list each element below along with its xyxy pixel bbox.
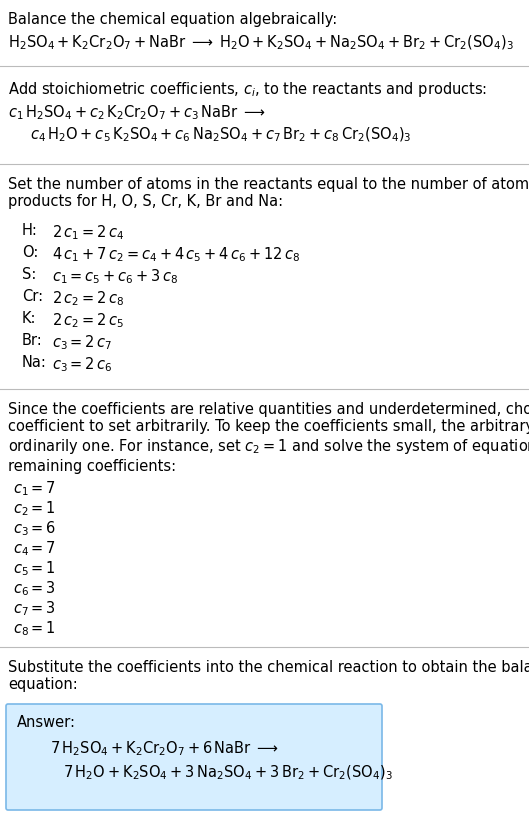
Text: $\mathrm{H_2SO_4 + K_2Cr_2O_7 + NaBr} \;\longrightarrow\; \mathrm{H_2O + K_2SO_4: $\mathrm{H_2SO_4 + K_2Cr_2O_7 + NaBr} \;… — [8, 34, 514, 52]
Text: $c_1\, \mathrm{H_2SO_4} + c_2\, \mathrm{K_2Cr_2O_7} + c_3\, \mathrm{NaBr} \;\lon: $c_1\, \mathrm{H_2SO_4} + c_2\, \mathrm{… — [8, 103, 266, 121]
FancyBboxPatch shape — [6, 704, 382, 810]
Text: Since the coefficients are relative quantities and underdetermined, choose a
coe: Since the coefficients are relative quan… — [8, 402, 529, 474]
Text: $7\, \mathrm{H_2O} + \mathrm{K_2SO_4} + 3\, \mathrm{Na_2SO_4} + 3\, \mathrm{Br_2: $7\, \mathrm{H_2O} + \mathrm{K_2SO_4} + … — [63, 764, 393, 782]
Text: $c_7 = 3$: $c_7 = 3$ — [13, 599, 56, 618]
Text: $2\,c_2 = 2\,c_8$: $2\,c_2 = 2\,c_8$ — [52, 289, 124, 308]
Text: $c_5 = 1$: $c_5 = 1$ — [13, 559, 56, 578]
Text: Br:: Br: — [22, 333, 43, 348]
Text: $c_4 = 7$: $c_4 = 7$ — [13, 539, 56, 557]
Text: $c_1 = c_5 + c_6 + 3\,c_8$: $c_1 = c_5 + c_6 + 3\,c_8$ — [52, 267, 178, 286]
Text: $c_1 = 7$: $c_1 = 7$ — [13, 479, 56, 498]
Text: S:: S: — [22, 267, 37, 282]
Text: $2\,c_2 = 2\,c_5$: $2\,c_2 = 2\,c_5$ — [52, 311, 124, 330]
Text: $c_3 = 2\,c_6$: $c_3 = 2\,c_6$ — [52, 355, 113, 374]
Text: $c_3 = 2\,c_7$: $c_3 = 2\,c_7$ — [52, 333, 112, 352]
Text: Substitute the coefficients into the chemical reaction to obtain the balanced
eq: Substitute the coefficients into the che… — [8, 660, 529, 693]
Text: Set the number of atoms in the reactants equal to the number of atoms in the
pro: Set the number of atoms in the reactants… — [8, 177, 529, 209]
Text: K:: K: — [22, 311, 37, 326]
Text: H:: H: — [22, 223, 38, 238]
Text: Balance the chemical equation algebraically:: Balance the chemical equation algebraica… — [8, 12, 338, 27]
Text: $7\, \mathrm{H_2SO_4} + \mathrm{K_2Cr_2O_7} + 6\, \mathrm{NaBr} \;\longrightarro: $7\, \mathrm{H_2SO_4} + \mathrm{K_2Cr_2O… — [50, 739, 279, 758]
Text: $c_2 = 1$: $c_2 = 1$ — [13, 499, 56, 518]
Text: Cr:: Cr: — [22, 289, 43, 304]
Text: $c_3 = 6$: $c_3 = 6$ — [13, 519, 56, 538]
Text: $2\,c_1 = 2\,c_4$: $2\,c_1 = 2\,c_4$ — [52, 223, 124, 242]
Text: $4\,c_1 + 7\,c_2 = c_4 + 4\,c_5 + 4\,c_6 + 12\,c_8$: $4\,c_1 + 7\,c_2 = c_4 + 4\,c_5 + 4\,c_6… — [52, 245, 300, 264]
Text: Answer:: Answer: — [17, 715, 76, 730]
Text: Add stoichiometric coefficients, $c_i$, to the reactants and products:: Add stoichiometric coefficients, $c_i$, … — [8, 80, 487, 99]
Text: $c_6 = 3$: $c_6 = 3$ — [13, 579, 56, 597]
Text: $c_8 = 1$: $c_8 = 1$ — [13, 619, 56, 637]
Text: O:: O: — [22, 245, 39, 260]
Text: Na:: Na: — [22, 355, 47, 370]
Text: $c_4\, \mathrm{H_2O} + c_5\, \mathrm{K_2SO_4} + c_6\, \mathrm{Na_2SO_4} + c_7\, : $c_4\, \mathrm{H_2O} + c_5\, \mathrm{K_2… — [30, 126, 412, 144]
